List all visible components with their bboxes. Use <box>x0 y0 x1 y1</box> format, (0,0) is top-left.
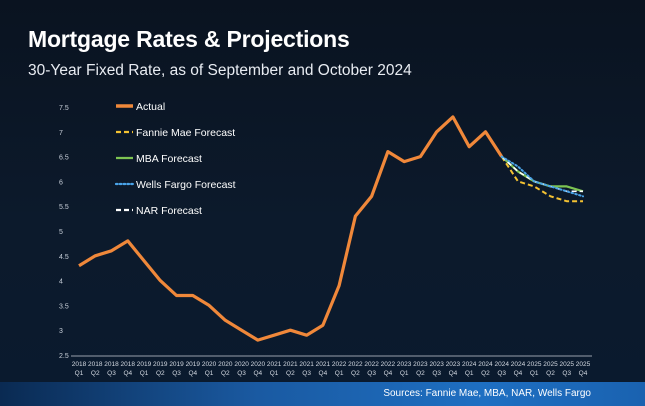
x-tick-quarter: Q4 <box>514 370 523 377</box>
x-tick-quarter: Q2 <box>156 370 165 377</box>
x-tick-year: 2022 <box>348 361 363 368</box>
x-tick-year: 2021 <box>316 361 331 368</box>
y-tick-label: 3 <box>59 328 63 335</box>
x-tick-year: 2025 <box>560 361 575 368</box>
x-tick-year: 2023 <box>397 361 412 368</box>
x-tick-quarter: Q1 <box>530 370 539 377</box>
x-tick-quarter: Q4 <box>579 370 588 377</box>
series-line-actual <box>78 115 504 342</box>
x-tick-year: 2020 <box>234 361 249 368</box>
x-tick-year: 2019 <box>169 361 184 368</box>
x-tick-quarter: Q1 <box>465 370 474 377</box>
x-tick-year: 2022 <box>332 361 347 368</box>
x-tick-year: 2023 <box>446 361 461 368</box>
x-tick-quarter: Q2 <box>351 370 360 377</box>
y-tick-label: 3.5 <box>59 303 69 310</box>
x-tick-quarter: Q3 <box>107 370 116 377</box>
footer-bar: Sources: Fannie Mae, MBA, NAR, Wells Far… <box>0 382 645 406</box>
series-line-fannie-mae-forecast <box>500 156 583 203</box>
y-tick-label: 4.5 <box>59 254 69 261</box>
x-tick-year: 2023 <box>429 361 444 368</box>
y-tick-label: 7.5 <box>59 105 69 112</box>
x-tick-year: 2025 <box>576 361 591 368</box>
x-tick-quarter: Q2 <box>286 370 295 377</box>
x-tick-quarter: Q3 <box>497 370 506 377</box>
y-tick-label: 4 <box>59 279 63 286</box>
x-tick-quarter: Q3 <box>367 370 376 377</box>
x-tick-year: 2024 <box>511 361 526 368</box>
x-tick-year: 2023 <box>413 361 428 368</box>
series-line-nar-forecast <box>501 156 583 193</box>
x-tick-year: 2024 <box>462 361 477 368</box>
x-tick-quarter: Q4 <box>319 370 328 377</box>
x-tick-year: 2019 <box>137 361 152 368</box>
x-tick-year: 2020 <box>218 361 233 368</box>
x-tick-year: 2019 <box>153 361 168 368</box>
x-tick-quarter: Q4 <box>188 370 197 377</box>
x-tick-quarter: Q2 <box>416 370 425 377</box>
x-tick-year: 2020 <box>251 361 266 368</box>
x-tick-quarter: Q1 <box>270 370 279 377</box>
x-tick-quarter: Q4 <box>384 370 393 377</box>
x-tick-quarter: Q2 <box>481 370 490 377</box>
x-tick-year: 2018 <box>88 361 103 368</box>
x-tick-quarter: Q1 <box>140 370 149 377</box>
y-tick-label: 5.5 <box>59 204 69 211</box>
x-tick-year: 2021 <box>299 361 314 368</box>
source-note: Sources: Fannie Mae, MBA, NAR, Wells Far… <box>383 388 591 399</box>
x-tick-quarter: Q3 <box>237 370 246 377</box>
x-tick-year: 2021 <box>267 361 282 368</box>
x-tick-quarter: Q2 <box>546 370 555 377</box>
x-tick-quarter: Q1 <box>400 370 409 377</box>
x-tick-quarter: Q4 <box>449 370 458 377</box>
x-tick-quarter: Q4 <box>254 370 263 377</box>
x-tick-year: 2024 <box>478 361 493 368</box>
x-tick-year: 2018 <box>121 361 136 368</box>
x-tick-quarter: Q3 <box>172 370 181 377</box>
legend-label-nar-forecast: NAR Forecast <box>136 205 202 217</box>
x-tick-quarter: Q3 <box>562 370 571 377</box>
x-tick-quarter: Q3 <box>432 370 441 377</box>
legend-label-wells-fargo-forecast: Wells Fargo Forecast <box>136 179 236 191</box>
y-tick-label: 7 <box>59 130 63 137</box>
y-tick-label: 5 <box>59 229 63 236</box>
x-tick-year: 2022 <box>364 361 379 368</box>
legend-label-mba-forecast: MBA Forecast <box>136 153 202 165</box>
x-tick-quarter: Q3 <box>302 370 311 377</box>
x-tick-quarter: Q1 <box>75 370 84 377</box>
x-tick-quarter: Q1 <box>335 370 344 377</box>
y-tick-label: 2.5 <box>59 353 69 360</box>
series-line-wells-fargo-forecast <box>500 155 584 198</box>
x-tick-quarter: Q2 <box>91 370 100 377</box>
x-tick-year: 2020 <box>202 361 217 368</box>
x-tick-quarter: Q4 <box>123 370 132 377</box>
x-tick-quarter: Q2 <box>221 370 230 377</box>
legend-label-actual: Actual <box>136 101 165 113</box>
x-tick-year: 2025 <box>543 361 558 368</box>
chart-title: Mortgage Rates & Projections <box>28 26 350 52</box>
x-tick-year: 2025 <box>527 361 542 368</box>
x-tick-year: 2018 <box>72 361 87 368</box>
line-chart: 2.5 3 3.5 4 4.5 5 5.5 6 6.5 7 7.5 2018 Q1 2018 Q2 2018 Q… <box>59 101 592 377</box>
y-tick-label: 6.5 <box>59 155 69 162</box>
chart-subtitle: 30-Year Fixed Rate, as of September and … <box>28 62 412 79</box>
legend-label-fannie-mae-forecast: Fannie Mae Forecast <box>136 127 235 139</box>
x-tick-year: 2024 <box>494 361 509 368</box>
x-tick-year: 2018 <box>104 361 119 368</box>
series-line-mba-forecast <box>500 155 584 193</box>
x-tick-year: 2022 <box>381 361 396 368</box>
x-tick-year: 2021 <box>283 361 298 368</box>
x-tick-year: 2019 <box>186 361 201 368</box>
x-tick-quarter: Q1 <box>205 370 214 377</box>
y-tick-label: 6 <box>59 179 63 186</box>
